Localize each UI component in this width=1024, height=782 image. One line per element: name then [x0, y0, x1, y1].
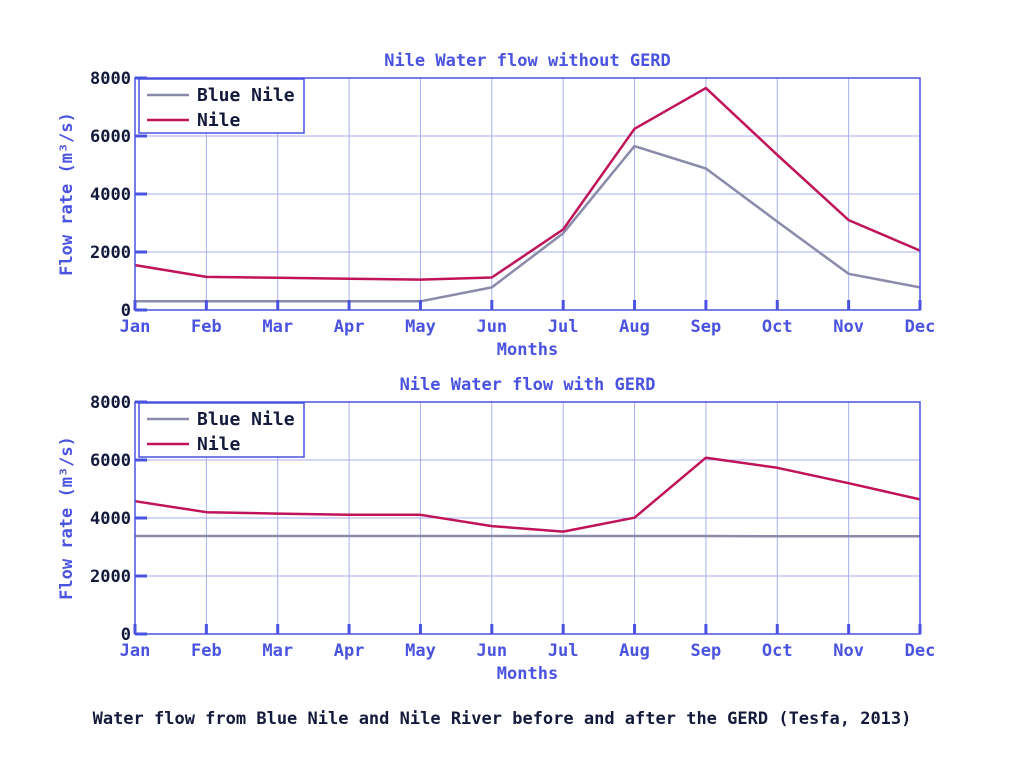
x-tick-label: Dec — [905, 641, 936, 661]
x-tick-label: Jun — [476, 317, 507, 337]
x-tick-label: Oct — [762, 641, 793, 661]
x-tick-label: Jan — [120, 641, 151, 661]
y-tick-label: 8000 — [90, 393, 131, 413]
x-tick-label: Dec — [905, 317, 936, 337]
x-tick-label: Feb — [191, 317, 222, 337]
x-tick-label: May — [405, 317, 436, 337]
legend: Blue Nile Nile — [138, 78, 305, 134]
y-tick-label: 4000 — [90, 509, 131, 529]
x-tick-label: Sep — [691, 641, 722, 661]
x-axis-label: Months — [497, 664, 558, 684]
legend-box — [138, 78, 305, 134]
y-tick-label: 0 — [121, 301, 131, 321]
legend: Blue Nile Nile — [138, 402, 305, 458]
x-tick-label: Aug — [619, 317, 650, 337]
legend-label: Nile — [197, 110, 241, 131]
x-tick-label: Jul — [548, 641, 579, 661]
chart-with-gerd: Nile Water flow with GERD Jan Feb Mar Apr May… — [57, 375, 935, 684]
series-line-nile — [134, 86, 921, 281]
figure-caption: Water flow from Blue Nile and Nile River… — [93, 709, 912, 729]
y-tick-label: 8000 — [90, 69, 131, 89]
x-tick-label: Nov — [833, 641, 864, 661]
x-tick-label: Jun — [476, 641, 507, 661]
y-tick-label: 4000 — [90, 185, 131, 205]
chart-without-gerd: Nile Water flow without GERD Jan Feb Mar Apr… — [57, 51, 935, 360]
y-tick-label: 0 — [121, 625, 131, 645]
y-axis-label: Flow rate (m³/s) — [57, 436, 77, 600]
x-tick-label: Sep — [691, 317, 722, 337]
x-tick-label: May — [405, 641, 436, 661]
legend-label: Nile — [197, 434, 241, 455]
x-tick-label: Aug — [619, 641, 650, 661]
legend-label: Blue Nile — [197, 85, 295, 106]
series-line-blue-nile — [135, 144, 921, 303]
series-line-nile — [134, 456, 921, 533]
x-tick-label: Jul — [548, 317, 579, 337]
y-tick-label: 2000 — [90, 243, 131, 263]
y-tick-label: 6000 — [90, 451, 131, 471]
y-tick-label: 2000 — [90, 567, 131, 587]
x-tick-label: Apr — [334, 317, 365, 337]
legend-label: Blue Nile — [197, 409, 295, 430]
x-tick-label: Mar — [262, 641, 293, 661]
y-axis-label: Flow rate (m³/s) — [57, 112, 77, 276]
x-tick-label: Nov — [833, 317, 864, 337]
legend-box — [138, 402, 305, 458]
x-axis-label: Months — [497, 340, 558, 360]
x-tick-label: Mar — [262, 317, 293, 337]
y-tick-label: 6000 — [90, 127, 131, 147]
chart-title: Nile Water flow without GERD — [384, 51, 671, 71]
x-tick-label: Oct — [762, 317, 793, 337]
x-tick-label: Jan — [120, 317, 151, 337]
x-tick-label: Apr — [334, 641, 365, 661]
x-tick-label: Feb — [191, 641, 222, 661]
chart-title: Nile Water flow with GERD — [400, 375, 656, 395]
